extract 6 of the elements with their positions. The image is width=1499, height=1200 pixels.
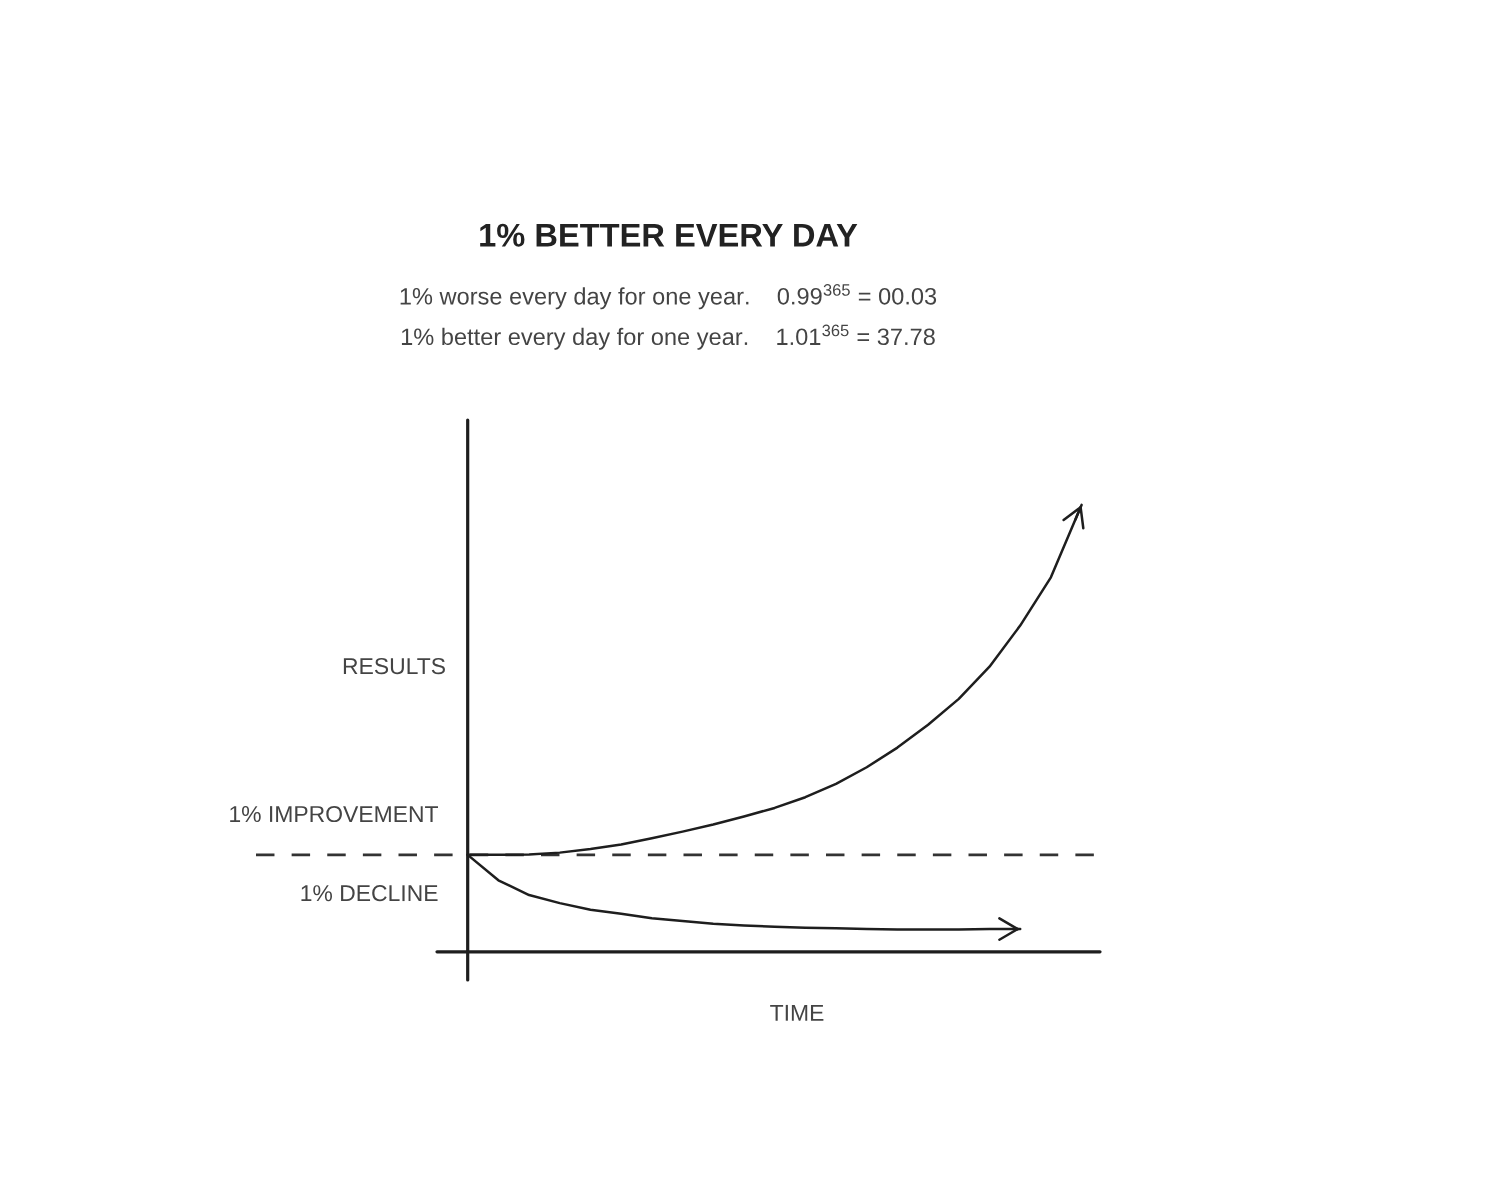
chart-title: 1% BETTER EVERY DAY (480, 223, 858, 247)
y-axis-title: RESULTS (343, 658, 445, 675)
text: 1% worse every day for one year. 0.99$^{365}$ = 00.03 1% better every day for one year. 1.01$^{365}$ = 37.78 (400, 284, 937, 350)
series-label: 1% DECLINE (301, 885, 438, 902)
series-label: 1% IMPROVEMENT (230, 805, 438, 823)
x-axis-title: TIME (770, 1004, 824, 1021)
